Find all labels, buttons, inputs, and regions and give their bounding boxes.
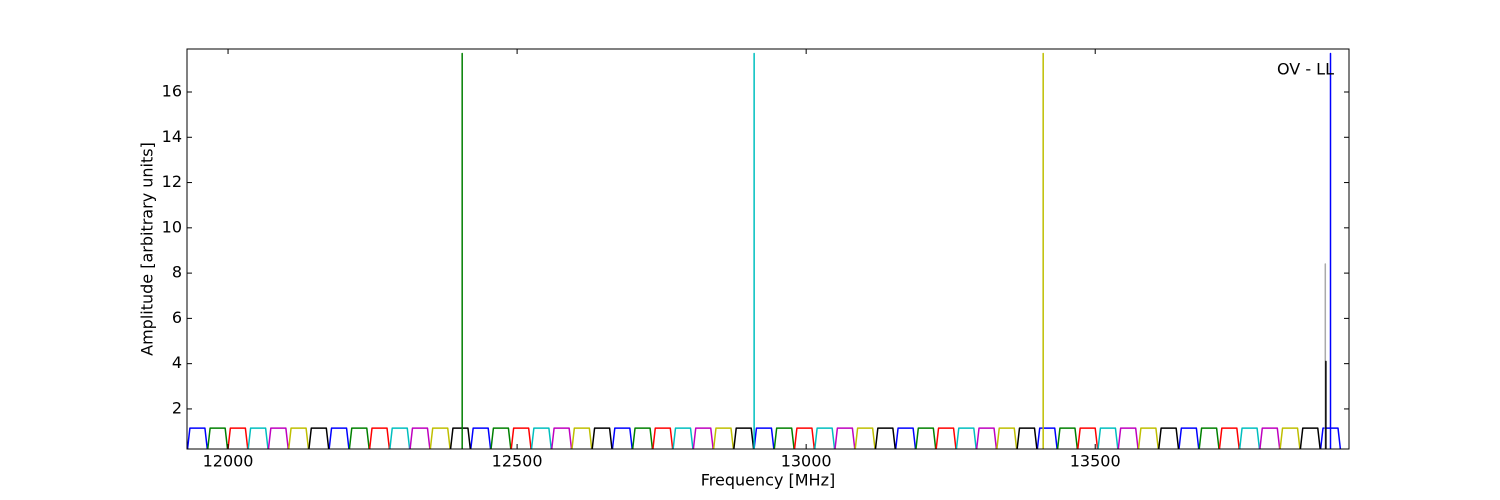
annotation: OV - LL xyxy=(1277,60,1334,79)
series-line xyxy=(288,427,1301,449)
y-tick-label: 4 xyxy=(172,353,182,372)
y-axis-label: Amplitude [arbitrary units] xyxy=(138,142,157,356)
series-line xyxy=(247,427,1261,449)
y-tick-label: 10 xyxy=(162,217,182,236)
y-tick-label: 16 xyxy=(162,82,182,101)
series-line xyxy=(227,427,1240,449)
x-axis-label: Frequency [MHz] xyxy=(701,471,835,490)
y-tick-label: 8 xyxy=(172,263,182,282)
x-tick-label: 13500 xyxy=(1070,452,1121,471)
y-tick-label: 12 xyxy=(162,172,182,191)
x-tick-label: 12000 xyxy=(203,452,254,471)
axes-frame xyxy=(186,48,1350,450)
series-line xyxy=(207,427,1220,449)
plot-area xyxy=(187,52,1342,449)
y-tick-label: 14 xyxy=(162,127,182,146)
series-line xyxy=(267,427,1281,449)
x-tick-label: 12500 xyxy=(492,452,543,471)
x-tick-label: 13000 xyxy=(781,452,832,471)
y-tick-label: 2 xyxy=(172,398,182,417)
y-tick-label: 6 xyxy=(172,308,182,327)
series-line xyxy=(308,427,1321,449)
